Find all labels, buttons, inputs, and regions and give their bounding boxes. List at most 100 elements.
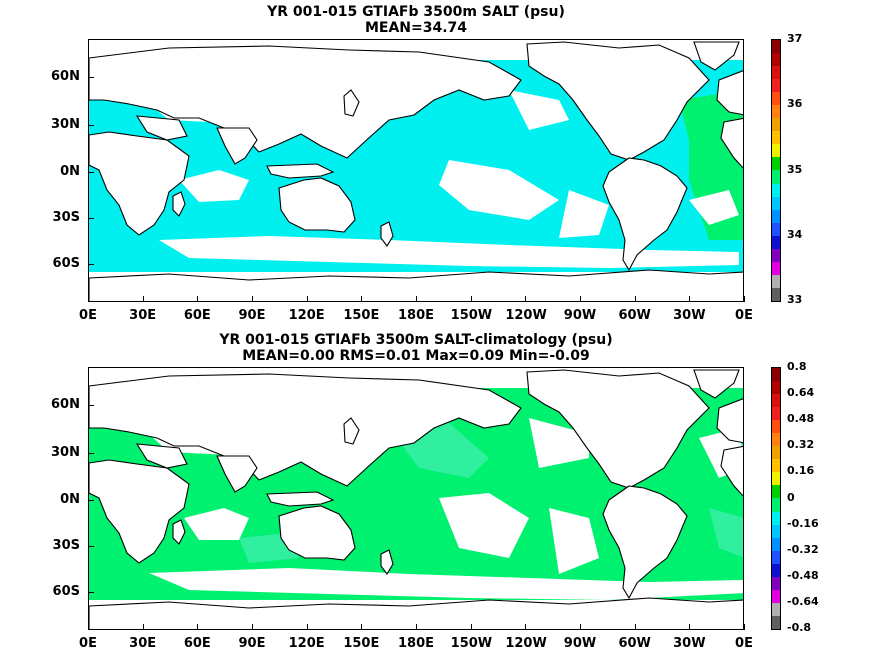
lat-tick [88, 172, 94, 173]
lon-tick [525, 296, 527, 302]
lon-label: 0E [735, 636, 753, 651]
colorbar-segment [772, 274, 780, 288]
map-field-svg [89, 369, 743, 629]
missing-data-region [184, 508, 249, 540]
colorbar-label: -0.32 [787, 542, 819, 556]
colorbar-segment [772, 248, 780, 262]
lon-label: 90W [563, 636, 597, 651]
colorbar-segment [772, 170, 780, 184]
lon-tick [197, 624, 199, 630]
coastline-india [216, 127, 258, 165]
missing-data-region [549, 508, 599, 574]
colorbar-segment [772, 144, 780, 158]
panel1-title: YR 001-015 GTIAFb 3500m SALT (psu) [267, 4, 565, 20]
lon-label: 30E [129, 636, 157, 651]
colorbar-segment [772, 615, 780, 629]
colorbar-label: 34 [787, 227, 803, 241]
lon-tick [744, 624, 745, 630]
colorbar-label: 0.48 [787, 412, 815, 426]
coastline-northAmerica [526, 369, 710, 489]
colorbar-label: 33 [787, 293, 803, 306]
colorbar-segment [772, 537, 780, 551]
lon-tick [689, 296, 691, 302]
colorbar-segment [772, 287, 780, 301]
colorbar-segment [772, 40, 780, 54]
colorbar-segment [772, 420, 780, 434]
colorbar-label: 0.8 [787, 360, 807, 373]
panel2-stats-label: MEAN=0.00 RMS=0.01 Max=0.09 Min=-0.09 [242, 348, 590, 364]
lon-tick [197, 296, 199, 302]
missing-data-region [559, 190, 609, 238]
missing-data-region [529, 418, 589, 468]
coastline-greenland [693, 369, 740, 399]
lon-tick [252, 296, 253, 302]
lon-label: 30W [673, 636, 706, 651]
lon-label: 120E [288, 308, 325, 323]
missing-data-region [509, 90, 569, 130]
missing-data-region [439, 493, 529, 558]
lon-label: 60W [618, 308, 651, 323]
lat-label: 0N [60, 164, 80, 179]
panel2-colorbar [771, 367, 781, 630]
lon-tick [634, 296, 636, 302]
coastline-southAmerica [602, 157, 688, 272]
lat-label: 0N [60, 492, 80, 507]
lon-label: 120W [505, 636, 547, 651]
colorbar-segment [772, 66, 780, 80]
lat-tick [88, 500, 94, 501]
lon-label: 150E [343, 636, 380, 651]
coastline-japan [343, 89, 360, 117]
lon-tick [416, 296, 417, 302]
coastline-madagascar [172, 191, 186, 217]
lon-tick [88, 296, 89, 302]
colorbar-segment [772, 196, 780, 210]
coastline-nz [380, 221, 394, 247]
colorbar-segment [772, 222, 780, 236]
colorbar-segment [772, 589, 780, 603]
lon-label: 0E [79, 636, 97, 651]
colorbar-segment [772, 472, 780, 486]
lon-tick [580, 624, 581, 630]
colorbar-segment [772, 550, 780, 564]
lat-label: 60S [52, 584, 80, 599]
lon-tick [525, 624, 527, 630]
lon-label: 0E [79, 308, 97, 323]
coastline-europeWest [716, 70, 743, 116]
lon-tick [361, 296, 363, 302]
lon-label: 180E [397, 308, 435, 323]
lat-label: 30N [51, 445, 80, 460]
lon-tick [142, 296, 144, 302]
lon-tick [416, 624, 417, 630]
coastline-euroAsia [89, 45, 522, 159]
lon-label: 150E [343, 308, 380, 323]
colorbar-label: 0.64 [787, 386, 815, 400]
lon-label: 60W [618, 636, 651, 651]
colorbar-segment [772, 524, 780, 538]
colorbar-segment [772, 511, 780, 525]
colorbar-segment [772, 131, 780, 145]
coastline-antarctica [89, 269, 743, 301]
coastline-euroAsia [89, 373, 522, 487]
coastline-greenland [693, 41, 740, 71]
lon-label: 90E [238, 636, 266, 651]
coastline-japan [343, 417, 360, 445]
colorbar-segment [772, 261, 780, 275]
lat-tick [88, 453, 94, 454]
coastline-madagascar [172, 519, 186, 545]
coastline-africaWest [720, 445, 743, 497]
lat-label: 60N [51, 69, 80, 84]
lat-tick [88, 125, 94, 126]
lon-tick [744, 296, 745, 302]
colorbar-segment [772, 485, 780, 499]
panel2-map [88, 367, 744, 630]
coastline-southAmerica [602, 485, 688, 600]
colorbar-segment [772, 209, 780, 223]
colorbar-segment [772, 498, 780, 512]
coastline-indonesia [266, 491, 335, 507]
lat-label: 30S [52, 538, 80, 553]
panel1-mean-label: MEAN=34.74 [364, 20, 468, 36]
lon-tick [634, 624, 636, 630]
lon-tick [689, 624, 691, 630]
missing-data-region [149, 568, 743, 600]
lon-label: 60E [183, 636, 211, 651]
